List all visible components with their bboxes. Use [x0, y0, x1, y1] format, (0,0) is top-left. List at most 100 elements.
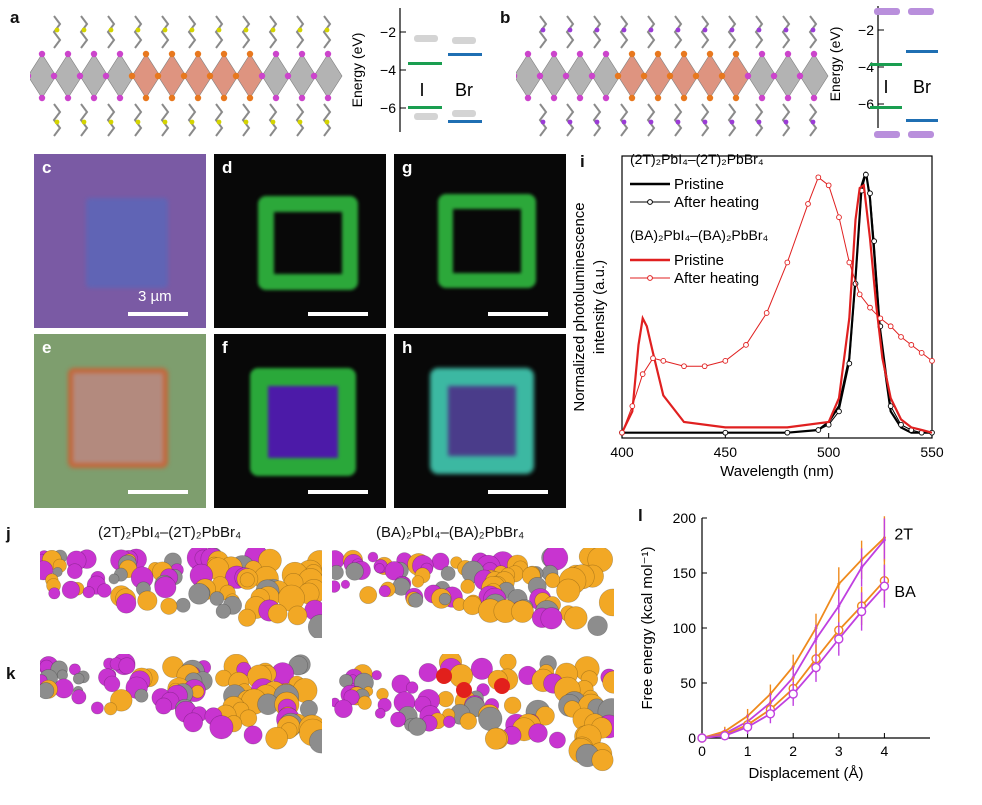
data-point [867, 304, 873, 311]
hetero-atom [216, 27, 222, 33]
atom-sphere [104, 702, 118, 716]
atom-sphere [40, 682, 55, 700]
halide-atom [116, 50, 124, 58]
atom-sphere [239, 709, 258, 727]
hetero-atom [162, 119, 168, 125]
halide-atom [654, 94, 662, 102]
panel-label-b: b [500, 8, 511, 27]
halide-atom [194, 50, 202, 58]
organic-chain [214, 15, 224, 49]
organic-chain [538, 103, 548, 137]
halide-atom [614, 72, 622, 80]
snapshot-k-2T [40, 654, 322, 754]
halide-atom [64, 94, 72, 102]
level-gray [414, 113, 438, 120]
level-Br [448, 53, 482, 56]
atom-sphere [215, 603, 231, 619]
halide-atom [602, 94, 610, 102]
organic-chain [565, 103, 575, 137]
organic-chain [700, 15, 710, 49]
data-point [871, 238, 877, 245]
atom-sphere [390, 711, 406, 728]
panel-label-k: k [6, 664, 16, 683]
data-point [814, 637, 818, 641]
halide-atom [680, 50, 688, 58]
level-Br [906, 119, 938, 122]
panel-label-d: d [222, 158, 233, 177]
panel-a-energy-diagram: Energy (eV) −2 −4 −6 I Br [350, 8, 482, 132]
halide-atom [692, 72, 700, 80]
halide-atom [576, 50, 584, 58]
plot-frame [621, 155, 933, 439]
level-purple [874, 8, 900, 15]
halide-atom [784, 50, 792, 58]
data-point [836, 214, 842, 221]
halide-atom [64, 50, 72, 58]
data-point [867, 190, 873, 197]
atom-sphere [359, 586, 378, 604]
data-point [763, 310, 770, 316]
col-label-Br: Br [455, 80, 473, 100]
level-I [408, 106, 442, 109]
hetero-atom [540, 119, 546, 125]
organic-chain [538, 15, 548, 49]
halide-atom [654, 50, 662, 58]
data-point [898, 334, 904, 340]
hetero-atom [243, 27, 249, 33]
micrograph-f: f [214, 334, 386, 508]
panel-label-i: i [580, 152, 585, 171]
y-tick-label: 150 [673, 565, 697, 581]
atom-sphere [528, 723, 548, 743]
hetero-atom [675, 119, 681, 125]
hetero-atom [729, 119, 735, 125]
atom-sphere [494, 678, 510, 694]
y-tick-label: 50 [680, 675, 696, 691]
series-line [621, 183, 933, 434]
atom-sphere [378, 585, 391, 598]
halide-atom [284, 72, 292, 80]
organic-chain [106, 15, 116, 49]
data-point [837, 582, 841, 586]
organic-chain [268, 103, 278, 137]
atom-sphere [332, 564, 344, 581]
energy-tick: −6 [858, 96, 874, 112]
atom-sphere [438, 592, 452, 606]
halide-atom [142, 94, 150, 102]
atom-sphere [118, 657, 136, 675]
organic-chain [700, 103, 710, 137]
data-point [815, 427, 822, 433]
halide-atom [640, 72, 648, 80]
halide-atom [666, 72, 674, 80]
atom-sphere [48, 587, 61, 600]
halide-atom [310, 72, 318, 80]
halide-atom [602, 50, 610, 58]
organic-chain [727, 103, 737, 137]
series-line [622, 174, 932, 434]
atom-sphere [587, 615, 608, 637]
atom-sphere [103, 675, 121, 693]
atom-sphere [540, 607, 563, 630]
y-axis-label: intensity (a.u.) [591, 260, 608, 354]
upper-organic-layer [52, 15, 332, 49]
hetero-atom [135, 119, 141, 125]
halide-atom [550, 50, 558, 58]
hetero-atom [729, 27, 735, 33]
atom-sphere [52, 566, 63, 578]
halide-atom [272, 50, 280, 58]
halide-atom [810, 50, 818, 58]
snapshot-k-BA [332, 654, 614, 772]
y-axis-label: Free energy (kcal mol⁻¹) [639, 547, 656, 710]
halide-atom [588, 72, 596, 80]
hetero-atom [81, 27, 87, 33]
halide-atom [142, 50, 150, 58]
halide-atom [516, 73, 518, 79]
halide-atom [30, 73, 32, 79]
organic-chain [754, 15, 764, 49]
data-point [846, 259, 853, 266]
atom-sphere [478, 706, 503, 731]
halide-atom [168, 50, 176, 58]
hetero-atom [810, 119, 816, 125]
atom-sphere [345, 562, 364, 581]
halide-atom [128, 72, 136, 80]
hetero-atom [189, 119, 195, 125]
